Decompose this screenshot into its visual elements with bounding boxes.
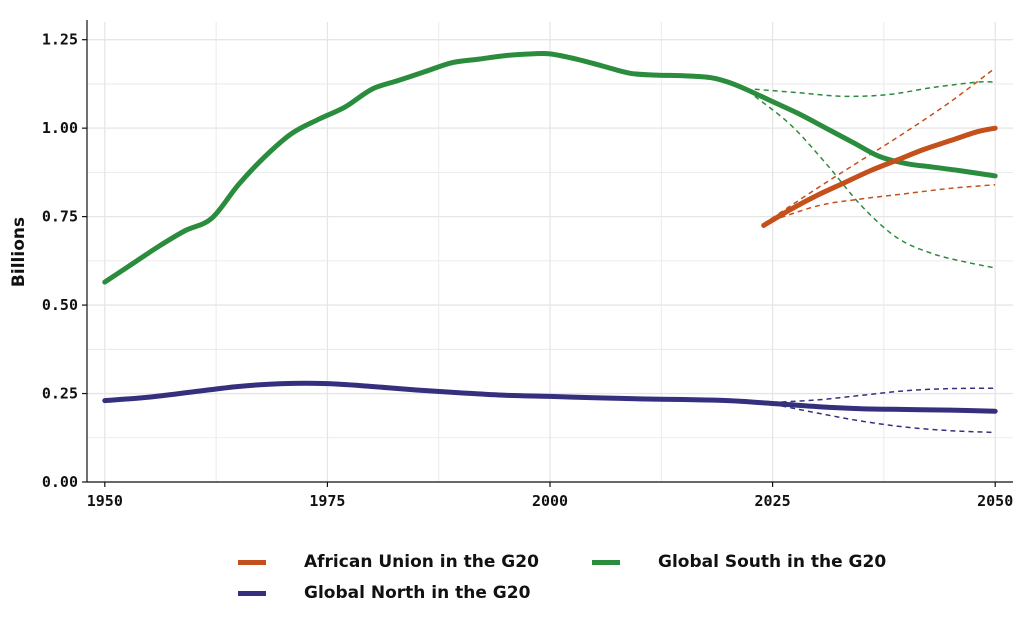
axes bbox=[82, 20, 1013, 487]
x-tick-label: 1975 bbox=[309, 492, 345, 510]
legend: African Union in the G20 Global South in… bbox=[0, 540, 1024, 630]
legend-item-global-south: Global South in the G20 bbox=[592, 552, 886, 572]
tick-labels: 0.00 0.25 0.50 0.75 1.00 1.25 1950 1975 2000 2025… bbox=[42, 31, 1013, 510]
legend-swatch-african-union bbox=[238, 559, 266, 565]
series-line-global-south-projection-low bbox=[754, 95, 996, 269]
series-line-global-north-projection-low bbox=[772, 403, 996, 434]
y-tick-label: 1.00 bbox=[42, 119, 78, 137]
y-tick-label: 0.00 bbox=[42, 473, 78, 491]
x-tick-label: 1950 bbox=[87, 492, 123, 510]
y-tick-label: 0.75 bbox=[42, 208, 78, 226]
legend-item-african-union: African Union in the G20 bbox=[238, 552, 539, 572]
x-tick-label: 2050 bbox=[977, 492, 1013, 510]
legend-swatch-global-north bbox=[238, 590, 266, 596]
y-tick-label: 0.25 bbox=[42, 385, 78, 403]
grid bbox=[87, 22, 1013, 483]
x-tick-label: 2000 bbox=[532, 492, 568, 510]
x-tick-label: 2025 bbox=[755, 492, 791, 510]
legend-swatch-global-south bbox=[592, 559, 620, 565]
series-line-african-union-projection-high bbox=[763, 67, 996, 225]
series-line-global-south-in-the-g20 bbox=[102, 50, 998, 285]
series-line-global-north-projection-high bbox=[772, 387, 996, 404]
legend-label-african-union: African Union in the G20 bbox=[304, 552, 539, 572]
series-line-african-union-in-the-g20 bbox=[761, 125, 998, 228]
series-line-global-north-in-the-g20 bbox=[102, 380, 998, 414]
y-axis-title: Billions bbox=[9, 217, 29, 287]
legend-label-global-south: Global South in the G20 bbox=[658, 552, 887, 572]
line-chart: 0.00 0.25 0.50 0.75 1.00 1.25 1950 1975 2000 2025… bbox=[9, 20, 1013, 510]
series-group bbox=[102, 50, 998, 434]
y-tick-label: 1.25 bbox=[42, 31, 78, 49]
legend-item-global-north: Global North in the G20 bbox=[238, 583, 530, 603]
y-tick-label: 0.50 bbox=[42, 296, 78, 314]
legend-label-global-north: Global North in the G20 bbox=[304, 583, 531, 603]
